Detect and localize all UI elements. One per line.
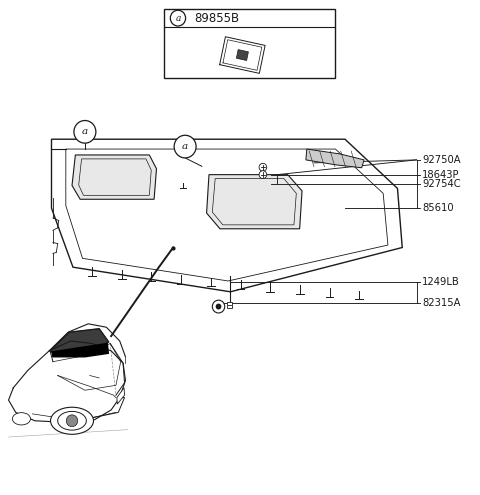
Text: a: a (82, 127, 88, 136)
Text: a: a (175, 14, 180, 23)
Polygon shape (50, 329, 109, 356)
Text: 1249LB: 1249LB (422, 277, 460, 287)
Circle shape (170, 10, 186, 26)
Polygon shape (306, 149, 364, 168)
Polygon shape (117, 388, 124, 404)
Text: 82315A: 82315A (422, 297, 461, 307)
Text: 85610: 85610 (422, 203, 454, 213)
Circle shape (216, 303, 221, 309)
Circle shape (259, 163, 267, 171)
Bar (227, 301, 232, 307)
Circle shape (66, 415, 78, 427)
Circle shape (174, 135, 196, 158)
Text: 89855B: 89855B (195, 11, 240, 25)
Polygon shape (206, 175, 302, 229)
Polygon shape (51, 139, 402, 292)
Text: 92750A: 92750A (422, 155, 461, 165)
Circle shape (212, 300, 225, 313)
Text: a: a (182, 142, 188, 151)
Polygon shape (72, 155, 156, 199)
Text: 92754C: 92754C (422, 180, 461, 190)
Polygon shape (236, 50, 249, 60)
Circle shape (74, 120, 96, 143)
Bar (164, 9, 336, 78)
Ellipse shape (50, 407, 94, 434)
Polygon shape (52, 344, 108, 357)
Text: 18643P: 18643P (422, 170, 460, 180)
Circle shape (259, 171, 267, 179)
Ellipse shape (58, 411, 86, 430)
Ellipse shape (12, 413, 31, 425)
Polygon shape (66, 149, 388, 281)
